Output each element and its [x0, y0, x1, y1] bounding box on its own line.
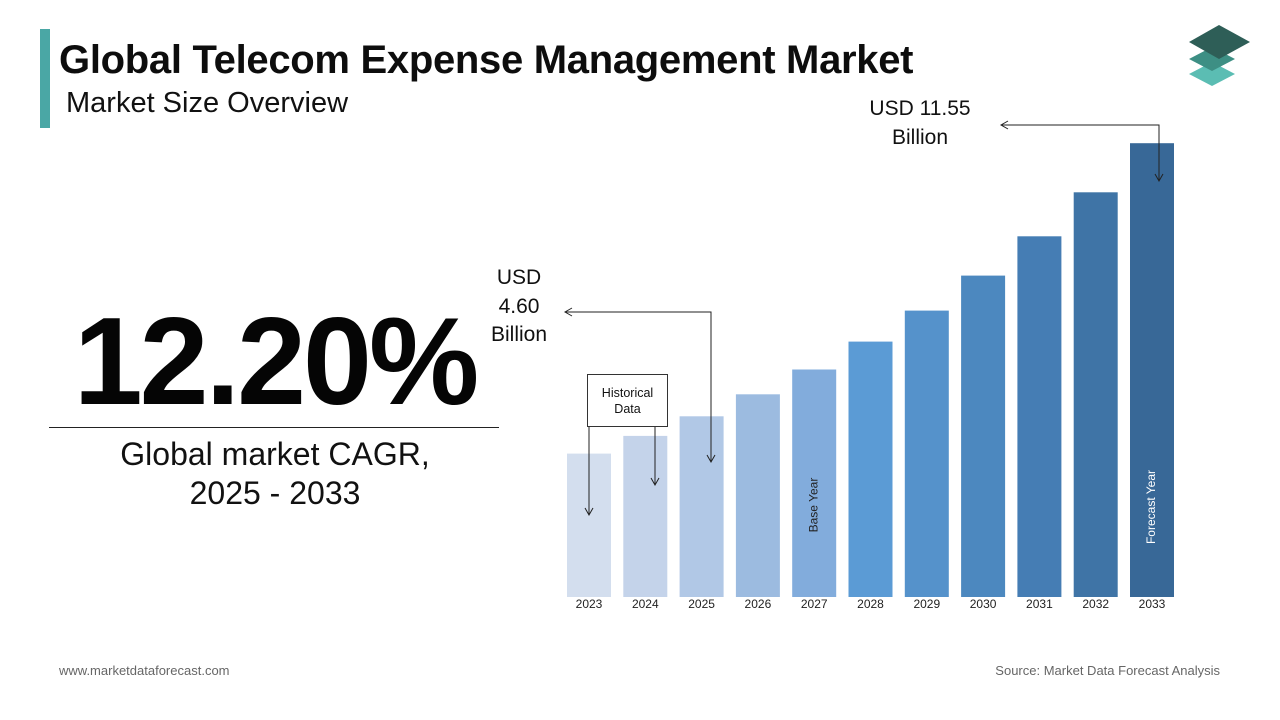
x-tick-label-2031: 2031 [1026, 597, 1053, 611]
bar-2025 [679, 416, 724, 597]
x-tick-label-2028: 2028 [857, 597, 884, 611]
x-tick-label-2030: 2030 [970, 597, 997, 611]
title-accent-bar [40, 29, 50, 128]
page-subtitle: Market Size Overview [66, 87, 349, 119]
historical-arrowhead-2023 [584, 507, 594, 517]
cagr-caption-line1: Global market CAGR, [120, 436, 430, 472]
x-tick-label-2029: 2029 [913, 597, 940, 611]
bar-2031 [1017, 236, 1062, 598]
website-url: www.marketdataforecast.com [59, 663, 230, 678]
historical-line1: Historical [601, 386, 654, 400]
start-callout-line3: Billion [490, 323, 548, 346]
start-callout-arrowhead-down [706, 454, 716, 464]
x-tick-label-2026: 2026 [745, 597, 772, 611]
page-title: Global Telecom Expense Management Market [59, 38, 914, 82]
x-tick-label-2023: 2023 [576, 597, 603, 611]
bar-2028 [848, 341, 893, 597]
historical-data-box: Historical Data [587, 374, 668, 427]
end-callout-arrowhead-left [999, 120, 1009, 130]
end-callout-arrowhead-down [1154, 173, 1164, 183]
start-callout-line1: USD [496, 266, 542, 289]
historical-arrowhead-2024 [650, 477, 660, 487]
cagr-value: 12.20% [73, 293, 480, 431]
end-value-callout: USD 11.55 Billion [846, 95, 994, 152]
end-callout-line1: USD 11.55 [869, 97, 971, 120]
bar-2027 [792, 369, 837, 597]
cagr-caption: Global market CAGR, 2025 - 2033 [50, 435, 500, 513]
bar-2033 [1130, 143, 1174, 597]
company-logo-icon [1189, 25, 1250, 86]
x-tick-label-2032: 2032 [1082, 597, 1109, 611]
end-callout-line2: Billion [891, 125, 949, 149]
x-tick-label-2024: 2024 [632, 597, 659, 611]
x-tick-label-2025: 2025 [688, 597, 715, 611]
x-tick-label-2027: 2027 [801, 597, 828, 611]
bar-annotation-2033: Forecast Year [1144, 470, 1158, 544]
bar-2030 [961, 275, 1006, 597]
start-callout-arrowhead-left [563, 307, 573, 317]
source-note: Source: Market Data Forecast Analysis [995, 663, 1220, 678]
bar-2029 [904, 310, 949, 597]
start-value-callout: USD 4.60 Billion [484, 264, 554, 350]
end-callout-arrow [1001, 124, 1160, 181]
bar-2026 [735, 394, 780, 597]
stat-divider [49, 427, 499, 428]
x-tick-label-2033: 2033 [1139, 597, 1166, 611]
bar-annotation-2027: Base Year [806, 478, 820, 533]
cagr-caption-line2: 2025 - 2033 [189, 475, 361, 511]
bar-2032 [1073, 192, 1118, 598]
bar-2024 [623, 435, 668, 597]
start-callout-arrow [565, 311, 712, 462]
historical-line2: Data [614, 402, 641, 416]
start-callout-line2: 4.60 [498, 294, 540, 318]
